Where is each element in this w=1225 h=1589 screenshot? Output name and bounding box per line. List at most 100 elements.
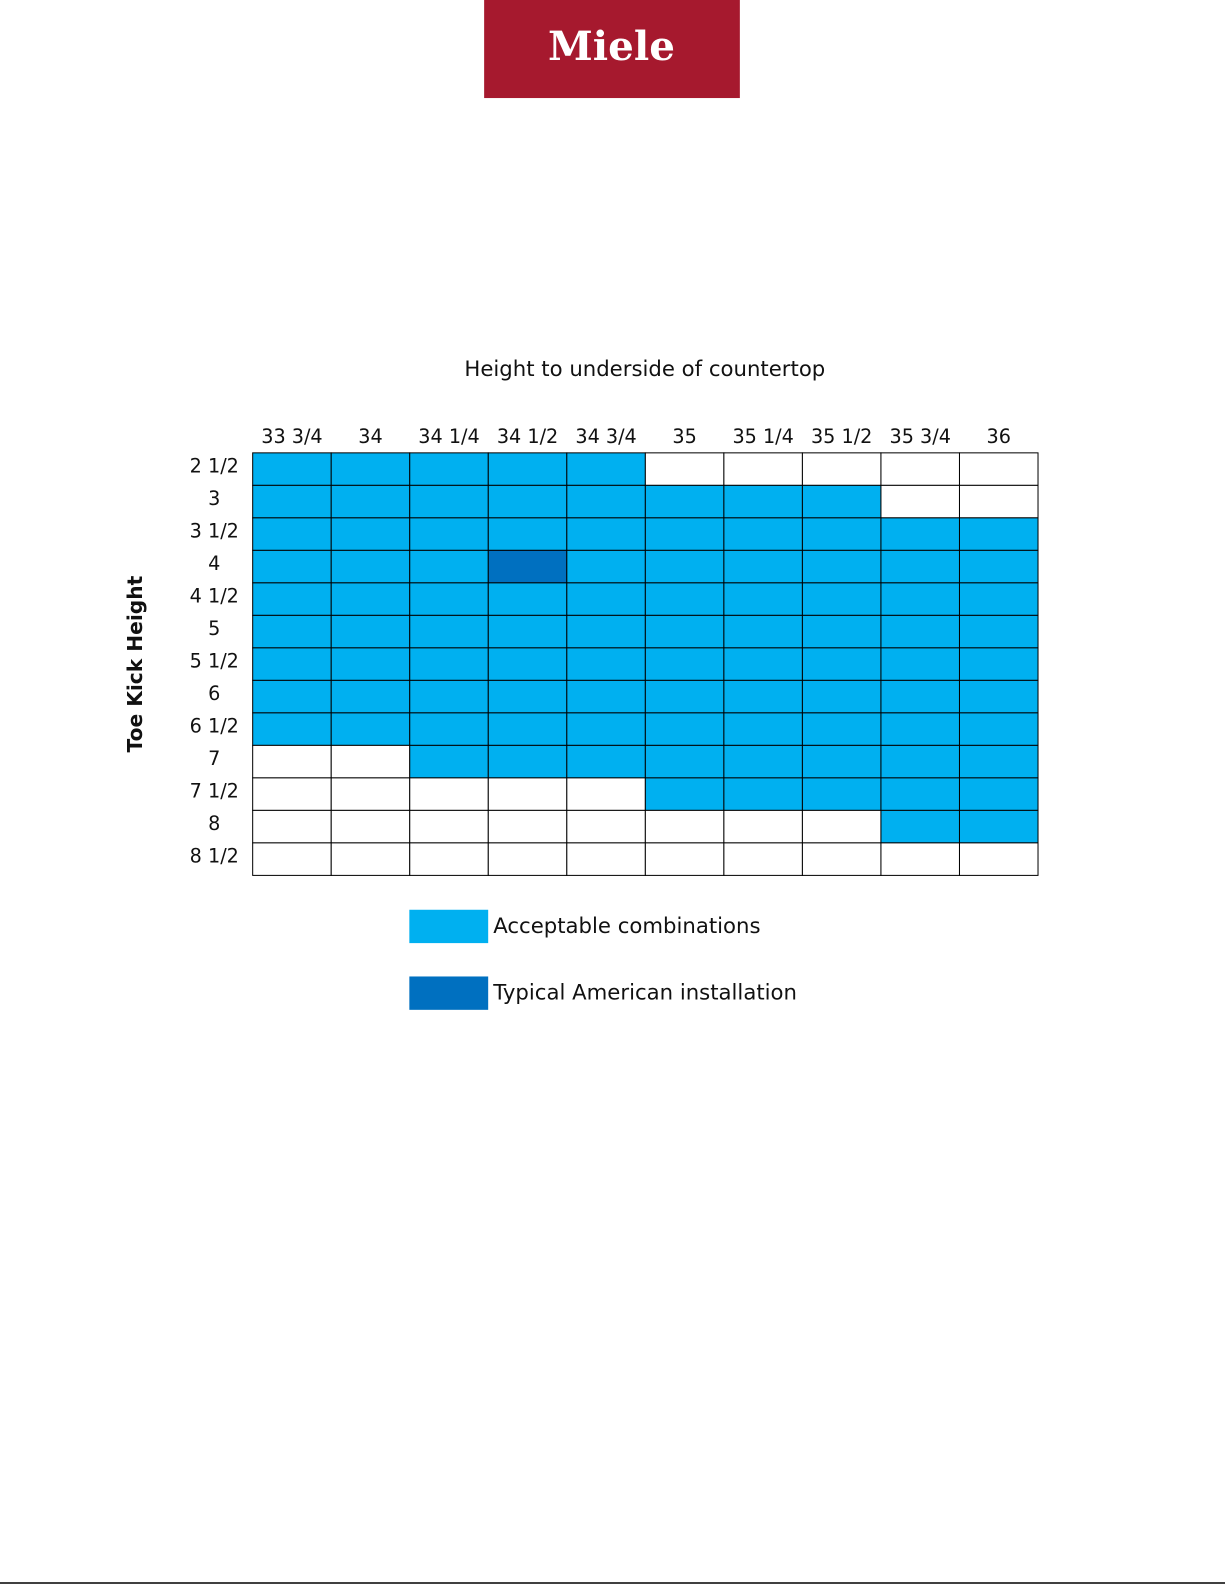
- table-cell: [330, 614, 411, 649]
- table-cell: [644, 582, 725, 616]
- logo-background: [484, 0, 740, 99]
- table-cell: [880, 582, 960, 616]
- table-cell: [330, 647, 411, 681]
- column-header: 35 3/4: [890, 425, 951, 448]
- table-cell: [252, 647, 332, 681]
- table-cell: [644, 549, 725, 584]
- column-header: 34 3/4: [575, 425, 636, 448]
- table-cell: [252, 712, 332, 746]
- table-cell: [487, 842, 568, 876]
- table-cell: [801, 484, 882, 519]
- table-cell: [880, 679, 960, 714]
- table-cell: [723, 582, 803, 616]
- table-cell: [566, 549, 646, 584]
- table-cell: [409, 842, 489, 876]
- table-cell: [723, 549, 803, 584]
- table-cell: [958, 614, 1039, 649]
- table-cell: [566, 777, 646, 811]
- table-cell: [252, 679, 332, 714]
- table-cell: [801, 647, 882, 681]
- table-cell: [566, 517, 646, 551]
- table-cell: [723, 452, 803, 486]
- row-header: 7: [208, 747, 220, 770]
- table-cell: [880, 809, 960, 844]
- table-cell: [644, 614, 725, 649]
- legend-label: Typical American installation: [492, 981, 797, 1006]
- table-cell: [409, 614, 489, 649]
- table-cell: [566, 744, 646, 779]
- table-cell: [723, 679, 803, 714]
- column-header: 35: [672, 425, 696, 448]
- column-header: 33 3/4: [261, 425, 322, 448]
- row-header: 4 1/2: [190, 585, 239, 608]
- table-cell: [644, 744, 725, 779]
- table-cell: [566, 842, 646, 876]
- table-cell: [487, 452, 568, 486]
- table-cell: [409, 777, 489, 811]
- table-cell: [801, 549, 882, 584]
- table-cell: [330, 809, 411, 844]
- table-cell: [330, 842, 411, 876]
- table-cell: [801, 777, 882, 811]
- column-header: 34: [358, 425, 382, 448]
- table-cell: [644, 777, 725, 811]
- table-cell: [644, 484, 725, 519]
- table-cell: [330, 582, 411, 616]
- row-header: 7 1/2: [190, 780, 239, 803]
- table-cell: [566, 484, 646, 519]
- table-cell: [644, 517, 725, 551]
- table-cell: [880, 517, 960, 551]
- table-cell: [566, 614, 646, 649]
- table-cell: [723, 842, 803, 876]
- table-cell: [880, 777, 960, 811]
- table-cell: [801, 517, 882, 551]
- table-cell: [801, 614, 882, 649]
- table-cell: [252, 777, 332, 811]
- row-header: 2 1/2: [190, 455, 239, 478]
- table-cell: [487, 744, 568, 779]
- table-cell: [801, 809, 882, 844]
- table-cell: [409, 517, 489, 551]
- table-cell: [409, 452, 489, 486]
- table-cell: [487, 549, 568, 584]
- logo: Miele: [548, 22, 675, 70]
- table-cell: [252, 517, 332, 551]
- table-cell: [958, 842, 1039, 876]
- legend-swatch: [409, 909, 489, 944]
- table-cell: [958, 452, 1039, 486]
- table-cell: [252, 809, 332, 844]
- row-header: 3 1/2: [190, 520, 239, 543]
- table-cell: [723, 517, 803, 551]
- column-header: 34 1/4: [418, 425, 479, 448]
- table-cell: [566, 809, 646, 844]
- table-cell: [801, 842, 882, 876]
- table-cell: [409, 809, 489, 844]
- table-cell: [252, 842, 332, 876]
- row-header: 5: [208, 617, 220, 640]
- table-cell: [644, 712, 725, 746]
- row-axis-label: Toe Kick Height: [123, 575, 147, 752]
- table-cell: [880, 452, 960, 486]
- table-cell: [330, 484, 411, 519]
- table-cell: [958, 809, 1039, 844]
- table-cell: [723, 614, 803, 649]
- table-cell: [487, 777, 568, 811]
- table-cell: [958, 484, 1039, 519]
- table-cell: [409, 744, 489, 779]
- table-cell: [958, 744, 1039, 779]
- table-cell: [566, 712, 646, 746]
- table-cell: [801, 744, 882, 779]
- table-cell: [566, 452, 646, 486]
- table-cell: [801, 452, 882, 486]
- table-cell: [566, 647, 646, 681]
- table-cell: [487, 582, 568, 616]
- table-cell: [644, 842, 725, 876]
- table-cell: [487, 647, 568, 681]
- table-cell: [723, 777, 803, 811]
- column-header: 34 1/2: [497, 425, 558, 448]
- table-cell: [958, 549, 1039, 584]
- column-header: 36: [987, 425, 1011, 448]
- table-title: Height to underside of countertop: [464, 357, 825, 382]
- table-cell: [252, 744, 332, 779]
